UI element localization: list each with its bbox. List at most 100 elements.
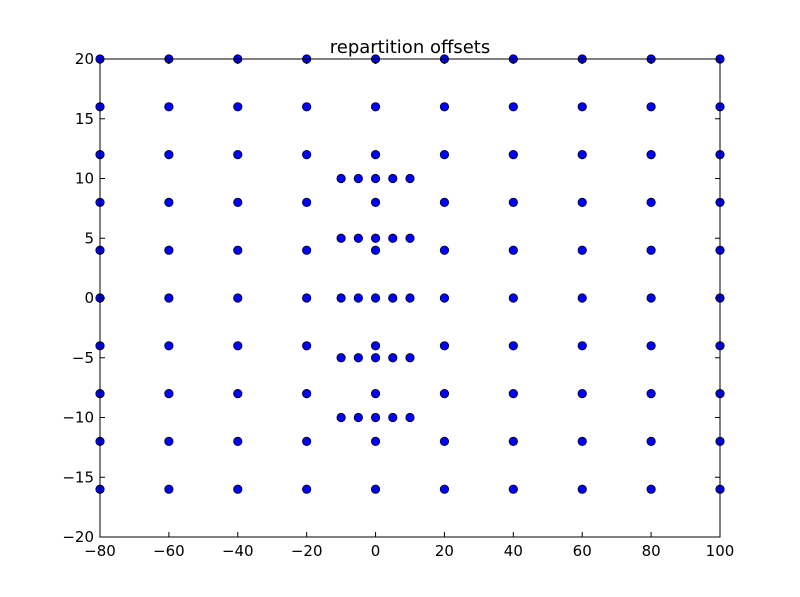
data-point	[302, 150, 312, 160]
data-point	[164, 484, 174, 494]
data-point	[405, 173, 415, 184]
data-point	[577, 341, 587, 351]
data-point	[302, 341, 312, 351]
data-point	[577, 197, 587, 207]
data-point	[577, 484, 587, 494]
data-point	[646, 341, 656, 351]
data-point	[577, 436, 587, 446]
data-point	[164, 102, 174, 112]
data-point	[353, 173, 363, 184]
data-point	[646, 388, 656, 399]
data-point	[233, 436, 243, 446]
y-tick-label: 10	[75, 170, 94, 188]
data-point	[439, 341, 450, 351]
data-point	[646, 293, 656, 303]
x-tick-label: −60	[153, 542, 185, 560]
x-tick-label: −40	[222, 542, 254, 560]
data-point	[646, 484, 656, 494]
data-point	[302, 293, 312, 303]
data-point	[439, 197, 450, 207]
data-point	[439, 102, 450, 112]
data-point	[508, 436, 518, 446]
data-point	[233, 293, 243, 303]
data-point	[336, 353, 346, 363]
data-point	[370, 341, 381, 351]
data-point	[233, 388, 243, 399]
data-point	[388, 233, 398, 243]
x-tick-label: 20	[435, 542, 454, 560]
data-point	[302, 197, 312, 207]
data-point	[577, 150, 587, 160]
data-point	[370, 197, 381, 207]
data-point	[439, 484, 450, 494]
data-point	[370, 353, 381, 363]
data-point	[405, 293, 415, 303]
data-point	[370, 293, 381, 303]
data-point	[370, 245, 381, 255]
data-point	[302, 436, 312, 446]
data-point	[388, 412, 398, 423]
data-point	[302, 102, 312, 112]
data-point	[370, 412, 381, 423]
x-tick-label: −80	[84, 542, 116, 560]
data-point	[370, 484, 381, 494]
data-point	[577, 245, 587, 255]
x-tick-label: 0	[371, 542, 381, 560]
data-point	[233, 150, 243, 160]
data-point	[164, 341, 174, 351]
x-tick-label: 100	[706, 542, 735, 560]
data-point	[405, 233, 415, 243]
data-point	[164, 293, 174, 303]
data-point	[508, 484, 518, 494]
y-tick-label: 20	[75, 50, 94, 68]
data-point	[353, 233, 363, 243]
data-point	[508, 245, 518, 255]
data-point	[370, 102, 381, 112]
data-point	[370, 388, 381, 399]
data-point	[439, 245, 450, 255]
x-axis-ticks: −80 −60 −40 −20 0 20 40 60 80 100	[84, 59, 734, 560]
data-point	[439, 150, 450, 160]
x-tick-label: 40	[504, 542, 523, 560]
data-point	[164, 436, 174, 446]
data-point	[405, 353, 415, 363]
data-point	[646, 102, 656, 112]
data-point	[302, 484, 312, 494]
data-point	[439, 293, 450, 303]
data-point	[370, 436, 381, 446]
data-point	[336, 173, 346, 184]
data-point	[164, 245, 174, 255]
y-tick-label: −10	[62, 409, 94, 427]
data-point	[233, 341, 243, 351]
data-point	[646, 150, 656, 160]
data-point	[388, 353, 398, 363]
x-tick-label: 80	[642, 542, 661, 560]
data-point	[336, 293, 346, 303]
data-point	[336, 412, 346, 423]
data-point	[353, 353, 363, 363]
data-point	[508, 341, 518, 351]
data-point	[508, 388, 518, 399]
data-point	[302, 245, 312, 255]
data-point	[577, 293, 587, 303]
y-tick-label: −20	[62, 528, 94, 546]
data-point	[646, 436, 656, 446]
y-axis-ticks: −20 −15 −10 −5 0 5 10 15 20	[62, 50, 720, 546]
data-point	[233, 245, 243, 255]
data-point	[233, 197, 243, 207]
data-point	[508, 197, 518, 207]
chart-title: repartition offsets	[330, 37, 491, 58]
y-tick-label: −15	[62, 468, 94, 486]
data-point	[439, 436, 450, 446]
data-point	[164, 197, 174, 207]
data-point	[233, 484, 243, 494]
points-layer	[95, 54, 725, 494]
data-point	[353, 412, 363, 423]
y-tick-label: −5	[72, 349, 94, 367]
data-point	[508, 102, 518, 112]
data-point	[353, 293, 363, 303]
y-tick-label: 0	[84, 289, 94, 307]
data-point	[405, 412, 415, 423]
data-point	[370, 150, 381, 160]
y-tick-label: 15	[75, 110, 94, 128]
